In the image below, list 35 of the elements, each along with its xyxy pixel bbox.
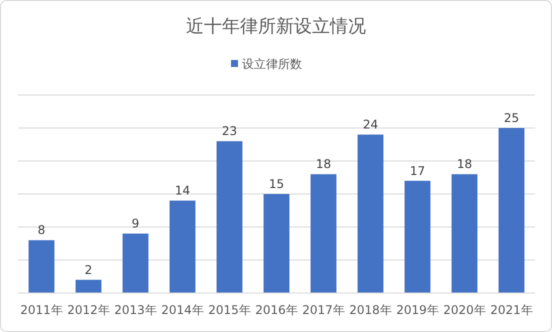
bar — [170, 200, 196, 293]
bar — [404, 180, 430, 293]
data-label: 18 — [456, 157, 472, 172]
x-tick-label: 2017年 — [302, 303, 345, 317]
x-tick-label: 2014年 — [161, 303, 204, 317]
data-label: 9 — [132, 216, 140, 231]
bar — [76, 280, 102, 293]
x-tick-label: 2013年 — [114, 303, 157, 317]
data-label: 8 — [38, 223, 46, 238]
legend-label: 设立律所数 — [242, 57, 302, 71]
data-label: 14 — [174, 184, 190, 198]
bar — [358, 134, 384, 293]
bar — [498, 128, 524, 293]
bar — [122, 234, 148, 293]
chart-title: 近十年律所新设立情况 — [186, 16, 366, 37]
x-tick-label: 2011年 — [20, 303, 63, 317]
bar — [452, 174, 478, 293]
x-tick-label: 2019年 — [396, 303, 439, 317]
x-tick-label: 2015年 — [208, 303, 251, 317]
data-label: 17 — [410, 164, 426, 178]
bar — [28, 240, 54, 293]
x-tick-label: 2018年 — [349, 303, 392, 317]
data-label: 15 — [268, 177, 284, 191]
bar — [216, 141, 242, 293]
data-label: 25 — [504, 111, 520, 125]
x-tick-label: 2021年 — [490, 303, 533, 317]
bar — [310, 174, 336, 293]
data-label: 23 — [222, 124, 238, 138]
x-tick-label: 2020年 — [443, 303, 486, 317]
x-tick-label: 2016年 — [255, 303, 298, 317]
bar — [264, 194, 290, 293]
x-tick-label: 2012年 — [67, 303, 110, 317]
data-label: 2 — [84, 262, 92, 277]
data-label: 24 — [362, 118, 378, 132]
data-label: 18 — [316, 157, 332, 172]
